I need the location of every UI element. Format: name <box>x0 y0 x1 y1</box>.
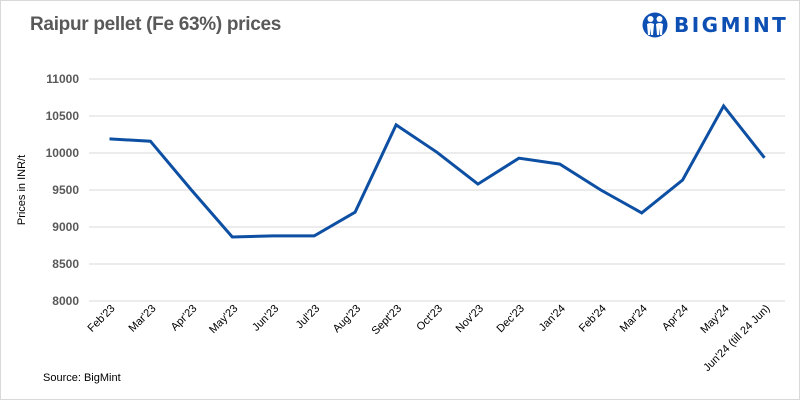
x-axis-ticks: Feb'23 Mar'23 Apr'23 May'23 Jun'23 Jul'23 Aug'… <box>86 303 773 374</box>
logo-text: BIGMINT <box>674 13 789 37</box>
x-tick-label: Feb'23 <box>86 303 118 335</box>
x-tick-label: Dec'23 <box>495 303 527 335</box>
x-tick-label: Apr'24 <box>660 303 691 334</box>
y-tick-label: 11000 <box>46 72 79 86</box>
x-tick-label: May'24 <box>698 303 731 336</box>
y-axis-ticks: 8000 8500 9000 9500 10000 10500 11000 <box>46 72 80 308</box>
x-tick-label: Aug'23 <box>331 303 363 335</box>
bigmint-people-icon <box>642 12 668 38</box>
x-tick-label: Apr'23 <box>169 303 200 334</box>
x-tick-label: Mar'24 <box>618 303 650 335</box>
chart-title: Raipur pellet (Fe 63%) prices <box>30 14 282 35</box>
x-tick-label: Sept'23 <box>370 303 405 338</box>
x-tick-label: Feb'24 <box>577 303 609 335</box>
y-tick-label: 8500 <box>52 257 79 271</box>
y-tick-label: 10000 <box>46 146 80 160</box>
price-line <box>109 103 766 239</box>
x-tick-label: Oct'23 <box>414 303 445 334</box>
source-note: Source: BigMint <box>43 372 121 384</box>
x-tick-label: Nov'23 <box>454 303 486 335</box>
y-tick-label: 8000 <box>52 294 79 308</box>
x-tick-label: May'23 <box>207 303 240 336</box>
y-tick-label: 9000 <box>52 220 79 234</box>
x-tick-label: Jul'23 <box>294 303 323 332</box>
x-tick-label: Mar'23 <box>127 303 159 335</box>
y-tick-label: 9500 <box>52 183 79 197</box>
gridlines <box>89 78 785 302</box>
x-tick-label: Jan'24 <box>537 303 568 334</box>
y-tick-label: 10500 <box>46 109 80 123</box>
bigmint-logo: BIGMINT <box>642 10 788 40</box>
x-tick-label: Jun'23 <box>250 303 281 334</box>
